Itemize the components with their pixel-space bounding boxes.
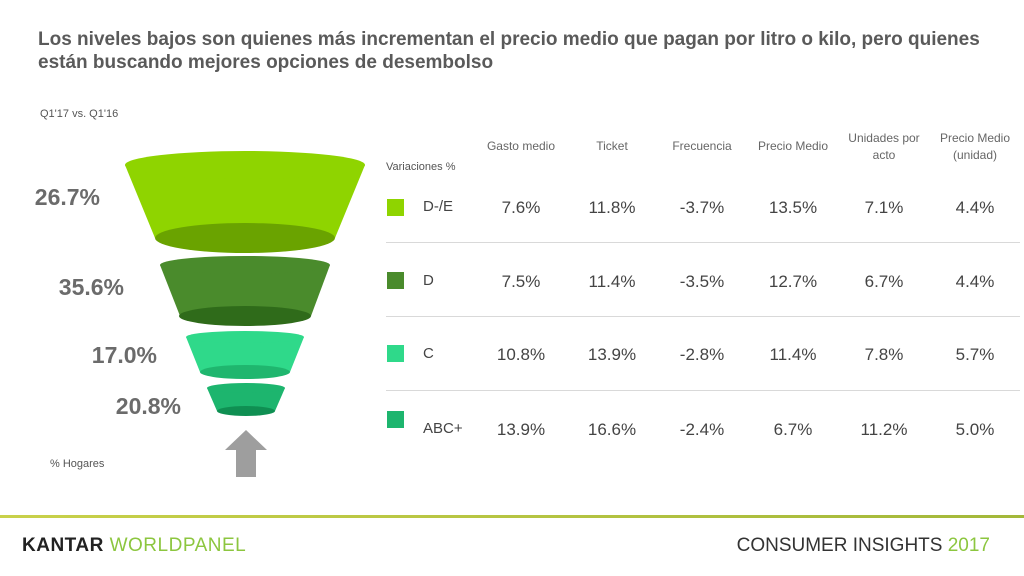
funnel-layer-3	[186, 337, 304, 372]
table-cell: 6.7%	[773, 420, 813, 439]
table-cell: -2.8%	[679, 345, 725, 364]
hogares-label: % Hogares	[50, 458, 105, 470]
funnel-layer-1-top	[125, 151, 365, 179]
legend-swatch-abc	[387, 411, 404, 428]
funnel-layer-3-top	[186, 331, 304, 343]
insights-text: CONSUMER INSIGHTS	[736, 535, 948, 556]
funnel-layer-1-bottom	[155, 223, 335, 253]
legend-swatch-de	[387, 199, 404, 216]
funnel-layer-4-top	[207, 383, 285, 393]
row-label-d: D	[423, 272, 434, 289]
table-cell: 11.4%	[769, 345, 817, 364]
table-cell: 11.2%	[860, 420, 908, 439]
funnel-layer-2-bottom	[179, 306, 311, 326]
brand-worldpanel: WORLDPANEL	[109, 535, 247, 556]
table-cell: 10.8%	[496, 345, 546, 364]
table-cell: -3.7%	[679, 198, 725, 217]
col-header-ticket: Ticket	[596, 139, 628, 153]
table-cell: -2.4%	[679, 420, 725, 439]
consumer-insights-label: CONSUMER INSIGHTS 2017	[737, 535, 990, 557]
table-cell: 7.5%	[501, 272, 541, 291]
kantar-logo: KANTAR WORLDPANEL	[22, 535, 246, 557]
legend-swatch-c	[387, 345, 404, 362]
table-cell: 13.9%	[496, 420, 546, 439]
row-separator	[386, 316, 1020, 317]
table-cell: 13.9%	[587, 345, 637, 364]
table-cell: 5.7%	[955, 345, 995, 364]
legend-swatch-d	[387, 272, 404, 289]
table-cell: 4.4%	[955, 272, 995, 291]
col-header-precio-unidad: Precio Medio (unidad)	[939, 131, 1011, 162]
insights-year: 2017	[947, 535, 990, 556]
funnel-pct-3: 17.0%	[91, 342, 157, 368]
table-cell: 11.8%	[588, 198, 636, 217]
table-cell: 13.5%	[768, 198, 818, 217]
variaciones-label: Variaciones %	[386, 161, 456, 173]
funnel-layer-4-bottom	[217, 406, 275, 416]
row-separator	[386, 390, 1020, 391]
up-arrow-icon	[225, 430, 267, 477]
col-header-unidades: Unidades por acto	[848, 131, 920, 162]
col-header-precio-medio: Precio Medio	[757, 139, 829, 153]
table-cell: -3.5%	[679, 272, 725, 291]
table-cell: 7.1%	[864, 198, 904, 217]
funnel-pct-4: 20.8%	[115, 393, 181, 419]
funnel-pct-2: 35.6%	[58, 274, 124, 300]
funnel-layer-1	[125, 165, 365, 238]
table-cell: 7.8%	[864, 345, 904, 364]
footer-divider	[0, 515, 1024, 518]
table-cell: 11.4%	[588, 272, 636, 291]
table-cell: 7.6%	[501, 198, 541, 217]
row-label-abc: ABC+	[423, 420, 463, 437]
page-title: Los niveles bajos son quienes más increm…	[38, 29, 980, 73]
col-header-gasto: Gasto medio	[486, 139, 556, 153]
funnel-layer-2-top	[160, 256, 330, 274]
table-cell: 6.7%	[864, 272, 904, 291]
funnel-layer-4	[207, 388, 285, 411]
brand-kantar: KANTAR	[22, 535, 110, 556]
period-label: Q1'17 vs. Q1'16	[40, 108, 119, 120]
col-header-frecuencia: Frecuencia	[672, 139, 732, 153]
row-label-de: D-/E	[423, 198, 453, 215]
table-cell: 12.7%	[768, 272, 818, 291]
row-separator	[386, 242, 1020, 243]
table-cell: 4.4%	[955, 198, 995, 217]
funnel-layer-3-bottom	[200, 365, 290, 379]
table-cell: 5.0%	[955, 420, 995, 439]
funnel-chart	[125, 151, 365, 477]
funnel-pct-1: 26.7%	[34, 184, 100, 210]
funnel-layer-2	[160, 265, 330, 316]
table-cell: 16.6%	[587, 420, 637, 439]
row-label-c: C	[423, 345, 434, 362]
